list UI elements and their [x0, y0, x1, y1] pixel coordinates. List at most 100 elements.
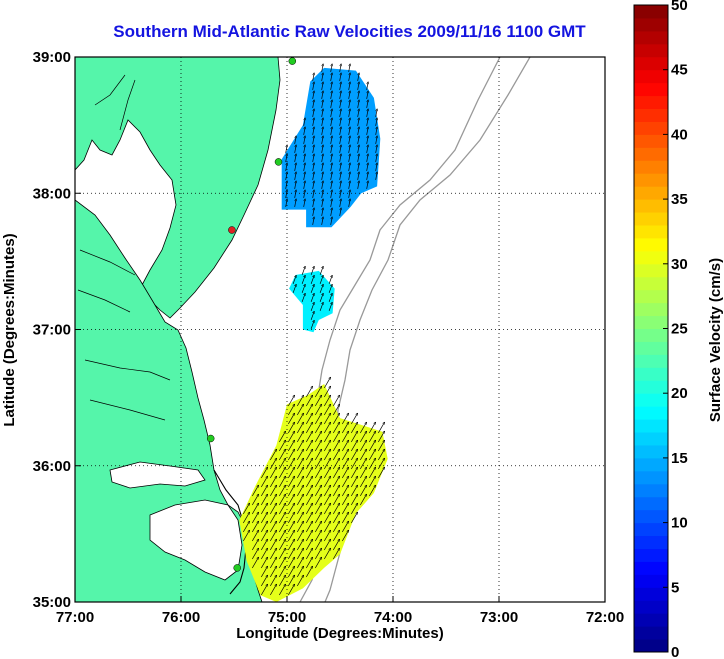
- colorbar-segment: [634, 613, 668, 627]
- velocity-vector: [359, 422, 366, 434]
- velocity-vector: [314, 395, 321, 407]
- velocity-vector: [305, 557, 312, 569]
- velocity-vector: [314, 458, 321, 470]
- station-marker: [206, 434, 215, 443]
- velocity-vector: [287, 476, 294, 488]
- velocity-vector: [358, 73, 359, 81]
- velocity-vector: [322, 208, 323, 216]
- colorbar-segment: [634, 341, 668, 355]
- velocity-vector: [269, 476, 276, 488]
- velocity-vector: [242, 512, 249, 524]
- velocity-vector: [304, 154, 305, 162]
- velocity-vector: [322, 145, 323, 153]
- velocity-vector: [251, 548, 258, 560]
- velocity-vector: [332, 431, 339, 443]
- velocity-vector: [341, 503, 348, 515]
- velocity-vector: [278, 548, 285, 560]
- velocity-vector: [331, 91, 332, 99]
- velocity-vector: [368, 440, 375, 452]
- colorbar-segment: [634, 444, 668, 459]
- velocity-vector: [358, 91, 359, 99]
- chesapeake-rivers: [77, 74, 171, 421]
- velocity-vector: [269, 503, 276, 515]
- velocity-vector: [296, 566, 303, 578]
- velocity-vector: [286, 154, 287, 162]
- velocity-vector: [314, 404, 321, 416]
- velocity-vector: [332, 476, 339, 488]
- velocity-vector: [367, 118, 368, 126]
- velocity-vector: [322, 109, 323, 117]
- velocity-vector: [260, 494, 267, 506]
- velocity-vector: [322, 136, 323, 144]
- colorbar-segment: [634, 535, 668, 549]
- velocity-vector: [287, 440, 294, 452]
- velocity-vector: [260, 557, 267, 569]
- velocity-vector: [377, 467, 384, 479]
- velocity-vector: [313, 181, 314, 189]
- velocity-vector: [340, 172, 341, 180]
- velocity-vector: [331, 172, 332, 180]
- velocity-vector: [332, 458, 339, 470]
- velocity-vector: [313, 82, 314, 90]
- colorbar-segment: [634, 69, 668, 84]
- velocity-vector: [310, 320, 314, 330]
- velocity-vector: [304, 136, 305, 144]
- colorbar-segment: [634, 30, 668, 45]
- velocity-vector: [322, 118, 323, 126]
- velocity-vector: [331, 181, 332, 189]
- velocity-vector: [367, 163, 368, 171]
- velocity-vector: [332, 467, 339, 479]
- velocity-vector: [278, 458, 285, 470]
- velocity-vector: [260, 530, 267, 542]
- velocity-vector: [358, 109, 359, 117]
- velocity-vector: [242, 503, 249, 515]
- velocity-vector: [278, 440, 285, 452]
- velocity-vector: [296, 458, 303, 470]
- velocity-vector: [331, 145, 332, 153]
- velocity-vector: [295, 172, 296, 180]
- longitude-tick-label: 73:00: [480, 609, 518, 626]
- colorbar-segment: [634, 600, 668, 614]
- colorbar-segment: [634, 419, 668, 433]
- velocity-vector: [278, 467, 285, 479]
- velocity-vector: [323, 521, 330, 533]
- velocity-vector: [367, 100, 368, 108]
- velocity-vector: [305, 458, 312, 470]
- velocity-vector: [376, 172, 377, 180]
- colorbar-tick-label: 5: [671, 579, 679, 596]
- velocity-vector: [305, 395, 312, 407]
- velocity-vector: [323, 431, 330, 443]
- velocity-vector: [304, 127, 305, 135]
- velocity-vector: [269, 485, 276, 497]
- colorbar-segment: [634, 263, 668, 278]
- velocity-vector: [296, 413, 303, 425]
- velocity-vector: [377, 449, 384, 461]
- velocity-vector: [332, 395, 339, 407]
- velocity-vector: [323, 503, 330, 515]
- velocity-vector: [286, 163, 287, 171]
- velocity-vector: [314, 413, 321, 425]
- velocity-vector: [310, 275, 314, 285]
- velocity-vector: [350, 413, 357, 425]
- velocity-vector: [332, 503, 339, 515]
- velocity-vector: [314, 485, 321, 497]
- radar-stations: [206, 57, 297, 572]
- colorbar-segment: [634, 186, 668, 200]
- velocity-vector: [287, 557, 294, 569]
- velocity-vector: [304, 163, 305, 171]
- velocity-vector: [251, 530, 258, 542]
- velocity-vector: [296, 467, 303, 479]
- velocity-vector: [305, 413, 312, 425]
- velocity-vector: [368, 458, 375, 470]
- velocity-vector: [319, 293, 323, 303]
- velocity-vector: [322, 64, 323, 72]
- velocity-vector: [358, 136, 359, 144]
- colorbar-segment: [634, 82, 668, 97]
- velocity-vector: [269, 467, 276, 479]
- colorbar-tick-label: 40: [671, 126, 688, 143]
- velocity-vector: [287, 413, 294, 425]
- velocity-vector: [296, 494, 303, 506]
- velocity-vector: [359, 485, 366, 497]
- velocity-vector: [323, 467, 330, 479]
- velocity-vector: [251, 539, 258, 551]
